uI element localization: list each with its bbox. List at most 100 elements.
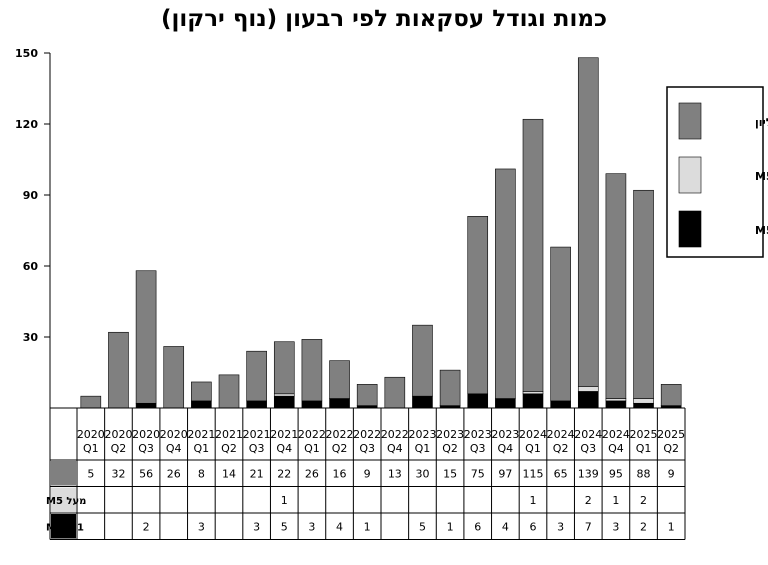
x-tick-label-year: 2023 bbox=[436, 428, 464, 441]
data-label: 4 bbox=[502, 520, 509, 533]
data-label: 95 bbox=[609, 467, 623, 480]
x-tick-label-quarter: Q4 bbox=[387, 442, 403, 455]
bar-segment bbox=[577, 386, 599, 392]
bar-segment bbox=[605, 398, 627, 402]
bar-segment bbox=[135, 270, 157, 404]
bar-segment bbox=[467, 216, 489, 395]
legend: עד מליון מעל M5 M5-M1 bbox=[666, 86, 768, 258]
bar-segment bbox=[550, 246, 571, 402]
x-tick-label-year: 2024 bbox=[574, 428, 602, 441]
bar-segment bbox=[108, 331, 129, 409]
bar-segment bbox=[467, 393, 489, 409]
axis-layer: 30 60 90 120 150 bbox=[15, 47, 51, 408]
data-label: 26 bbox=[167, 467, 181, 480]
bar-segment bbox=[163, 346, 185, 409]
x-tick-label-year: 2022 bbox=[326, 428, 354, 441]
bar-segment bbox=[273, 393, 295, 397]
data-label: 30 bbox=[415, 467, 429, 480]
x-tick-label-quarter: Q3 bbox=[470, 442, 486, 455]
bar-segment bbox=[135, 402, 157, 409]
data-label: 2 bbox=[640, 520, 647, 533]
data-label: 13 bbox=[388, 467, 402, 480]
data-label: 75 bbox=[471, 467, 485, 480]
x-tick-label-quarter: Q2 bbox=[442, 442, 458, 455]
x-tick-label-year: 2020 bbox=[160, 428, 188, 441]
bar-segment bbox=[439, 369, 461, 406]
data-label: 3 bbox=[198, 520, 205, 533]
x-tick-label-quarter: Q1 bbox=[304, 442, 320, 455]
x-tick-label-quarter: Q2 bbox=[663, 442, 679, 455]
data-label: 3 bbox=[612, 520, 619, 533]
data-label: 9 bbox=[668, 467, 675, 480]
data-label: 1 bbox=[364, 520, 371, 533]
data-label: 2 bbox=[143, 520, 150, 533]
table-legend-key bbox=[51, 487, 76, 512]
data-table: 2020Q12020Q22020Q32020Q42021Q12021Q22021… bbox=[46, 407, 686, 540]
x-tick-label-quarter: Q1 bbox=[525, 442, 541, 455]
data-label: 3 bbox=[253, 520, 260, 533]
x-tick-label-year: 2020 bbox=[77, 428, 105, 441]
bar-segment bbox=[384, 376, 406, 409]
x-tick-label-year: 2024 bbox=[602, 428, 630, 441]
bar-segment bbox=[660, 384, 682, 406]
x-tick-label-quarter: Q1 bbox=[83, 442, 99, 455]
table-legend-key bbox=[51, 461, 76, 486]
data-label: 15 bbox=[443, 467, 457, 480]
legend-swatch bbox=[678, 210, 702, 248]
data-label: 97 bbox=[498, 467, 512, 480]
bar-segment bbox=[273, 395, 295, 409]
bar-segment bbox=[605, 173, 627, 399]
data-label: 14 bbox=[222, 467, 236, 480]
data-label: 1 bbox=[530, 494, 537, 507]
bar-segment bbox=[301, 400, 323, 409]
data-label: 32 bbox=[111, 467, 125, 480]
legend-label: M5-M1 bbox=[755, 224, 768, 237]
data-label: 16 bbox=[333, 467, 347, 480]
x-tick-label-year: 2024 bbox=[519, 428, 547, 441]
data-label: 1 bbox=[612, 494, 619, 507]
data-label: 7 bbox=[585, 520, 592, 533]
bar-segment bbox=[273, 341, 295, 395]
bar-segment bbox=[550, 400, 571, 409]
x-tick-label-year: 2022 bbox=[353, 428, 381, 441]
x-tick-label-year: 2023 bbox=[491, 428, 519, 441]
data-label: 22 bbox=[277, 467, 291, 480]
x-tick-label-quarter: Q1 bbox=[415, 442, 431, 455]
legend-swatch bbox=[678, 156, 702, 194]
data-label: 5 bbox=[419, 520, 426, 533]
data-label: 26 bbox=[305, 467, 319, 480]
x-tick-label-quarter: Q4 bbox=[276, 442, 292, 455]
bar-segment bbox=[522, 118, 544, 392]
x-tick-label-year: 2022 bbox=[381, 428, 409, 441]
bar-segment bbox=[633, 398, 654, 404]
x-tick-label-year: 2022 bbox=[298, 428, 326, 441]
x-tick-label-year: 2021 bbox=[215, 428, 243, 441]
x-tick-label-quarter: Q3 bbox=[249, 442, 265, 455]
data-label: 5 bbox=[281, 520, 288, 533]
data-label: 1 bbox=[447, 520, 454, 533]
bar-segment bbox=[301, 339, 323, 402]
data-label: 3 bbox=[308, 520, 315, 533]
data-label: 4 bbox=[336, 520, 343, 533]
bar-segment bbox=[577, 391, 599, 409]
x-tick-label-year: 2020 bbox=[132, 428, 160, 441]
data-label: 9 bbox=[364, 467, 371, 480]
x-tick-label-quarter: Q4 bbox=[498, 442, 514, 455]
x-tick-label-year: 2021 bbox=[243, 428, 271, 441]
y-tick-label: 120 bbox=[15, 118, 38, 131]
data-label: 139 bbox=[578, 467, 599, 480]
bar-segment bbox=[633, 189, 654, 399]
bar-segment bbox=[633, 402, 654, 409]
bar-segment bbox=[329, 360, 350, 399]
bar-segment bbox=[412, 395, 433, 409]
x-tick-label-year: 2021 bbox=[187, 428, 215, 441]
bar-segment bbox=[246, 400, 267, 409]
data-label: 1 bbox=[281, 494, 288, 507]
bars-layer bbox=[80, 57, 682, 409]
data-label: 88 bbox=[637, 467, 651, 480]
bar-segment bbox=[412, 324, 433, 397]
x-tick-label-quarter: Q4 bbox=[608, 442, 624, 455]
y-tick-label: 90 bbox=[23, 189, 39, 202]
x-tick-label-quarter: Q2 bbox=[111, 442, 127, 455]
